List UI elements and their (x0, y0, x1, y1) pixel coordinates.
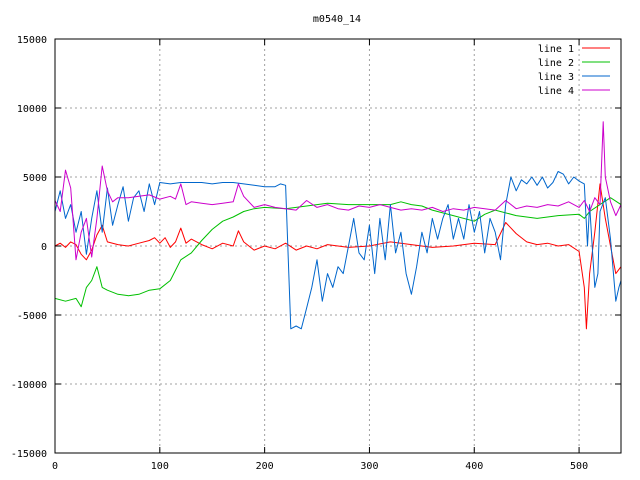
x-tick-label: 400 (465, 461, 483, 472)
series-line-1 (54, 183, 622, 330)
y-tick-label: -10000 (11, 380, 47, 391)
axes: 0 100 200 300 400 500 -15000 -10000 -5000 0 5000 10… (11, 35, 621, 472)
chart-title: m0540_14 (313, 14, 361, 25)
legend: line 1 line 2 line 3 line 4 (538, 44, 610, 97)
x-tick-label: 100 (151, 461, 169, 472)
grid (55, 39, 621, 453)
legend-label-2: line 2 (538, 58, 574, 69)
x-tick-label: 0 (52, 461, 58, 472)
legend-label-4: line 4 (538, 86, 574, 97)
y-tick-label: 15000 (17, 35, 47, 46)
x-tick-label: 300 (360, 461, 378, 472)
y-tick-label: 0 (41, 242, 47, 253)
series-lines (54, 121, 622, 330)
y-tick-label: 10000 (17, 104, 47, 115)
legend-label-3: line 3 (538, 72, 574, 83)
y-tick-label: -15000 (11, 449, 47, 460)
x-tick-label: 200 (256, 461, 274, 472)
legend-label-1: line 1 (538, 44, 574, 55)
series-line-4 (54, 121, 622, 261)
series-line-3 (54, 171, 622, 330)
y-tick-label: -5000 (17, 311, 47, 322)
series-line-2 (54, 197, 622, 308)
x-tick-label: 500 (570, 461, 588, 472)
y-tick-label: 5000 (23, 173, 47, 184)
